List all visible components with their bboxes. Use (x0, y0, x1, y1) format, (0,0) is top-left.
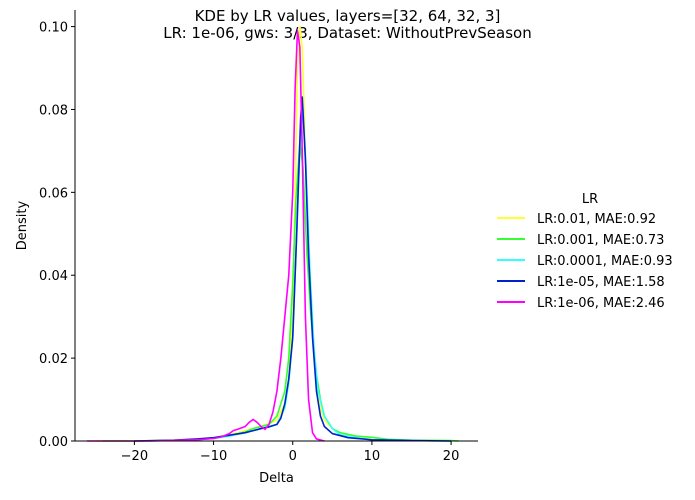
axes: −20 −10 0 10 20 0.00 0.02 0.04 0.06 0.08 0.10 (39, 10, 478, 464)
series-line-3 (134, 96, 452, 442)
chart-title: KDE by LR values, layers=[32, 64, 32, 3] (194, 7, 501, 25)
legend-entry: LR:1e-06, MAE:2.46 (537, 296, 665, 311)
y-tick-label: 0.08 (39, 103, 68, 118)
series-curves (86, 25, 460, 442)
y-tick-label: 0.06 (39, 186, 68, 201)
y-axis-label: Density (15, 200, 30, 250)
x-axis-label: Delta (259, 471, 294, 486)
x-tick-label: −10 (200, 449, 227, 464)
x-tick-label: 10 (364, 449, 381, 464)
y-tick-label: 0.00 (39, 435, 68, 450)
series-line-1 (102, 141, 460, 442)
legend-entry: LR:0.01, MAE:0.92 (537, 212, 656, 227)
series-line-0 (94, 25, 452, 442)
y-tick-label: 0.04 (39, 269, 68, 284)
x-tick-label: 20 (443, 449, 460, 464)
legend-entry: LR:1e-05, MAE:1.58 (537, 275, 665, 290)
x-tick-label: −20 (121, 449, 148, 464)
legend-entry: LR:0.0001, MAE:0.93 (537, 254, 673, 269)
y-tick-label: 0.10 (39, 21, 68, 36)
x-tick-label: 0 (289, 449, 297, 464)
series-line-4 (86, 29, 325, 442)
legend-title: LR (582, 192, 598, 207)
legend-entry: LR:0.001, MAE:0.73 (537, 233, 664, 248)
chart-subtitle: LR: 1e-06, gws: 3/3, Dataset: WithoutPre… (163, 24, 532, 42)
y-tick-label: 0.02 (39, 352, 68, 367)
legend: LR LR:0.01, MAE:0.92 LR:0.001, MAE:0.73 LR… (497, 192, 673, 311)
